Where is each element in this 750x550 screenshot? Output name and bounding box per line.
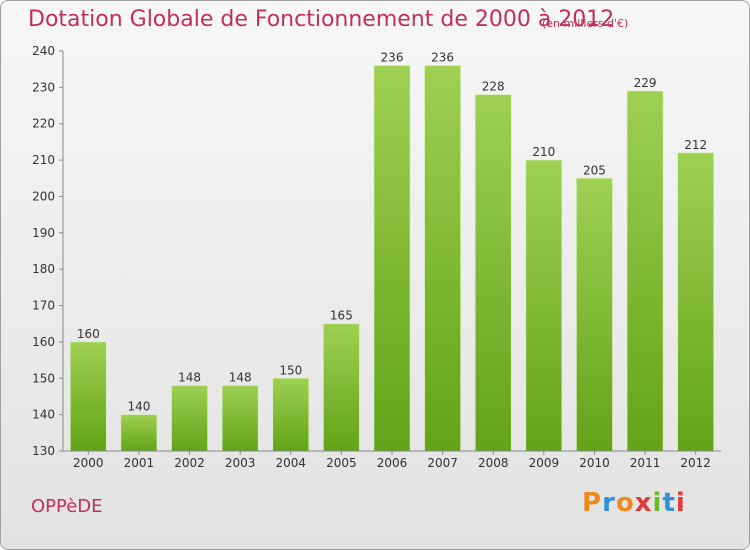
- y-tick-label: 200: [32, 189, 55, 203]
- chart-subtitle: (en milliers d'€): [542, 17, 629, 30]
- bar-value-label: 205: [583, 163, 606, 177]
- bar: [171, 385, 208, 452]
- bar: [525, 159, 563, 452]
- chart-title: Dotation Globale de Fonctionnement de 20…: [28, 7, 615, 32]
- logo-letter: t: [662, 488, 676, 518]
- y-tick-label: 220: [32, 117, 55, 131]
- bar-value-label: 210: [532, 145, 555, 159]
- bar-value-label: 236: [431, 51, 454, 65]
- x-tick-label: 2000: [73, 456, 104, 470]
- logo-letter: i: [675, 488, 686, 518]
- x-tick-label: 2009: [529, 456, 560, 470]
- x-tick-label: 2001: [124, 456, 155, 470]
- bar-value-label: 165: [330, 309, 353, 323]
- logo-letter: o: [615, 488, 635, 518]
- proxiti-logo[interactable]: Proxiti: [582, 488, 686, 518]
- commune-name: OPPèDE: [31, 496, 103, 517]
- bar-value-label: 148: [178, 371, 201, 385]
- x-tick-label: 2006: [377, 456, 408, 470]
- bar: [373, 65, 411, 452]
- logo-letter: r: [602, 488, 616, 518]
- bar: [677, 152, 714, 452]
- bar-value-label: 236: [381, 51, 404, 65]
- logo-letter: i: [652, 488, 663, 518]
- x-tick-label: 2010: [579, 456, 610, 470]
- y-tick-label: 180: [32, 262, 55, 276]
- x-tick-label: 2012: [680, 456, 711, 470]
- bar: [424, 65, 461, 452]
- y-tick-label: 160: [32, 335, 55, 349]
- bar: [272, 377, 310, 452]
- y-tick-label: 130: [32, 444, 55, 458]
- logo-letter: P: [582, 488, 603, 518]
- x-tick-label: 2008: [478, 456, 509, 470]
- bar: [323, 323, 360, 452]
- x-tick-label: 2007: [427, 456, 458, 470]
- bar: [474, 94, 512, 452]
- y-tick-label: 190: [32, 226, 55, 240]
- y-tick-label: 140: [32, 408, 55, 422]
- logo-letter: x: [634, 488, 653, 518]
- x-tick-label: 2004: [275, 456, 306, 470]
- bar: [576, 177, 613, 452]
- bar-value-label: 150: [279, 363, 302, 377]
- x-tick-label: 2003: [225, 456, 256, 470]
- y-tick-label: 170: [32, 299, 55, 313]
- x-tick-label: 2005: [326, 456, 357, 470]
- bar-value-label: 148: [229, 371, 252, 385]
- y-tick-label: 240: [32, 44, 55, 58]
- bar: [120, 414, 158, 452]
- y-tick-label: 230: [32, 80, 55, 94]
- bar-value-label: 212: [684, 138, 707, 152]
- bar-value-label: 140: [127, 400, 150, 414]
- bar-value-label: 228: [482, 80, 505, 94]
- bar-value-label: 229: [634, 76, 657, 90]
- x-tick-label: 2002: [174, 456, 205, 470]
- bar-value-label: 160: [77, 327, 100, 341]
- y-tick-label: 150: [32, 371, 55, 385]
- x-tick-label: 2011: [630, 456, 661, 470]
- bar: [221, 385, 259, 452]
- y-tick-label: 210: [32, 153, 55, 167]
- bar: [626, 90, 664, 452]
- bar: [70, 341, 107, 452]
